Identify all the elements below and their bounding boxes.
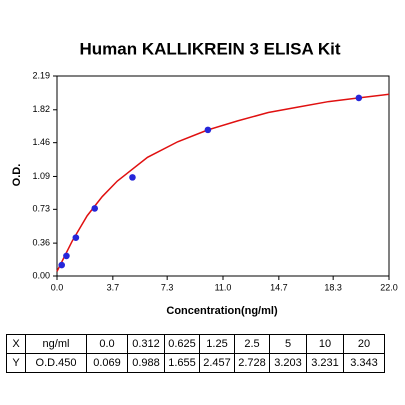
chart-title: Human KALLIKREIN 3 ELISA Kit xyxy=(80,39,341,58)
table-cell: 2.457 xyxy=(199,353,235,373)
table-cell: 0.625 xyxy=(164,334,200,354)
x-tick-label: 11.0 xyxy=(215,282,232,292)
x-axis-label: Concentration(ng/ml) xyxy=(166,305,278,317)
x-tick-label: 14.7 xyxy=(270,282,288,292)
y-axis-label: O.D. xyxy=(11,164,23,187)
y-tick-label: 1.82 xyxy=(32,104,50,114)
table-cell: 0.988 xyxy=(127,353,165,373)
table-cell: X xyxy=(6,334,26,354)
y-tick-label: 2.19 xyxy=(32,70,50,80)
table-cell: 20 xyxy=(343,334,385,354)
y-tick-label: 0.00 xyxy=(32,270,50,280)
table-cell: 0.069 xyxy=(86,353,128,373)
y-tick-label: 0.36 xyxy=(32,237,50,247)
y-tick-label: 1.46 xyxy=(32,137,50,147)
table-cell: Y xyxy=(6,353,26,373)
y-tick-label: 0.73 xyxy=(32,204,50,214)
table-cell: 0.312 xyxy=(127,334,165,354)
table-cell: 5 xyxy=(269,334,307,354)
data-point xyxy=(63,252,70,260)
table-cell: 1.655 xyxy=(164,353,200,373)
table-cell: 1.25 xyxy=(199,334,235,354)
table-cell: 2.728 xyxy=(234,353,270,373)
table-cell: 2.5 xyxy=(234,334,270,354)
plot-frame xyxy=(56,75,390,277)
fit-curve xyxy=(56,93,390,272)
table-cell: O.D.450 xyxy=(25,353,87,373)
x-tick-label: 3.7 xyxy=(107,282,120,292)
data-point xyxy=(355,94,363,102)
x-tick-label: 0.0 xyxy=(51,282,64,292)
table-cell: 3.203 xyxy=(269,353,307,373)
x-tick-label: 7.3 xyxy=(161,282,174,292)
data-point xyxy=(129,174,136,181)
data-point xyxy=(204,126,212,134)
table-cell: 10 xyxy=(306,334,344,354)
x-tick-label: 18.3 xyxy=(324,282,342,292)
data-point xyxy=(58,261,66,269)
table-cell: ng/ml xyxy=(25,334,87,354)
table-cell: 0.0 xyxy=(86,334,128,354)
table-cell: 3.343 xyxy=(343,353,385,373)
table-row: Y O.D.450 0.069 0.988 1.655 2.457 2.728 3.203 3.… xyxy=(6,353,385,373)
y-tick-label: 1.09 xyxy=(32,171,50,181)
x-tick-label: 22.0 xyxy=(380,282,398,292)
data-point xyxy=(72,234,80,241)
chart: Human KALLIKREIN 3 ELISA Kit Concentrati… xyxy=(11,39,398,317)
table-cell: 3.231 xyxy=(306,353,344,373)
data-point xyxy=(91,205,99,212)
